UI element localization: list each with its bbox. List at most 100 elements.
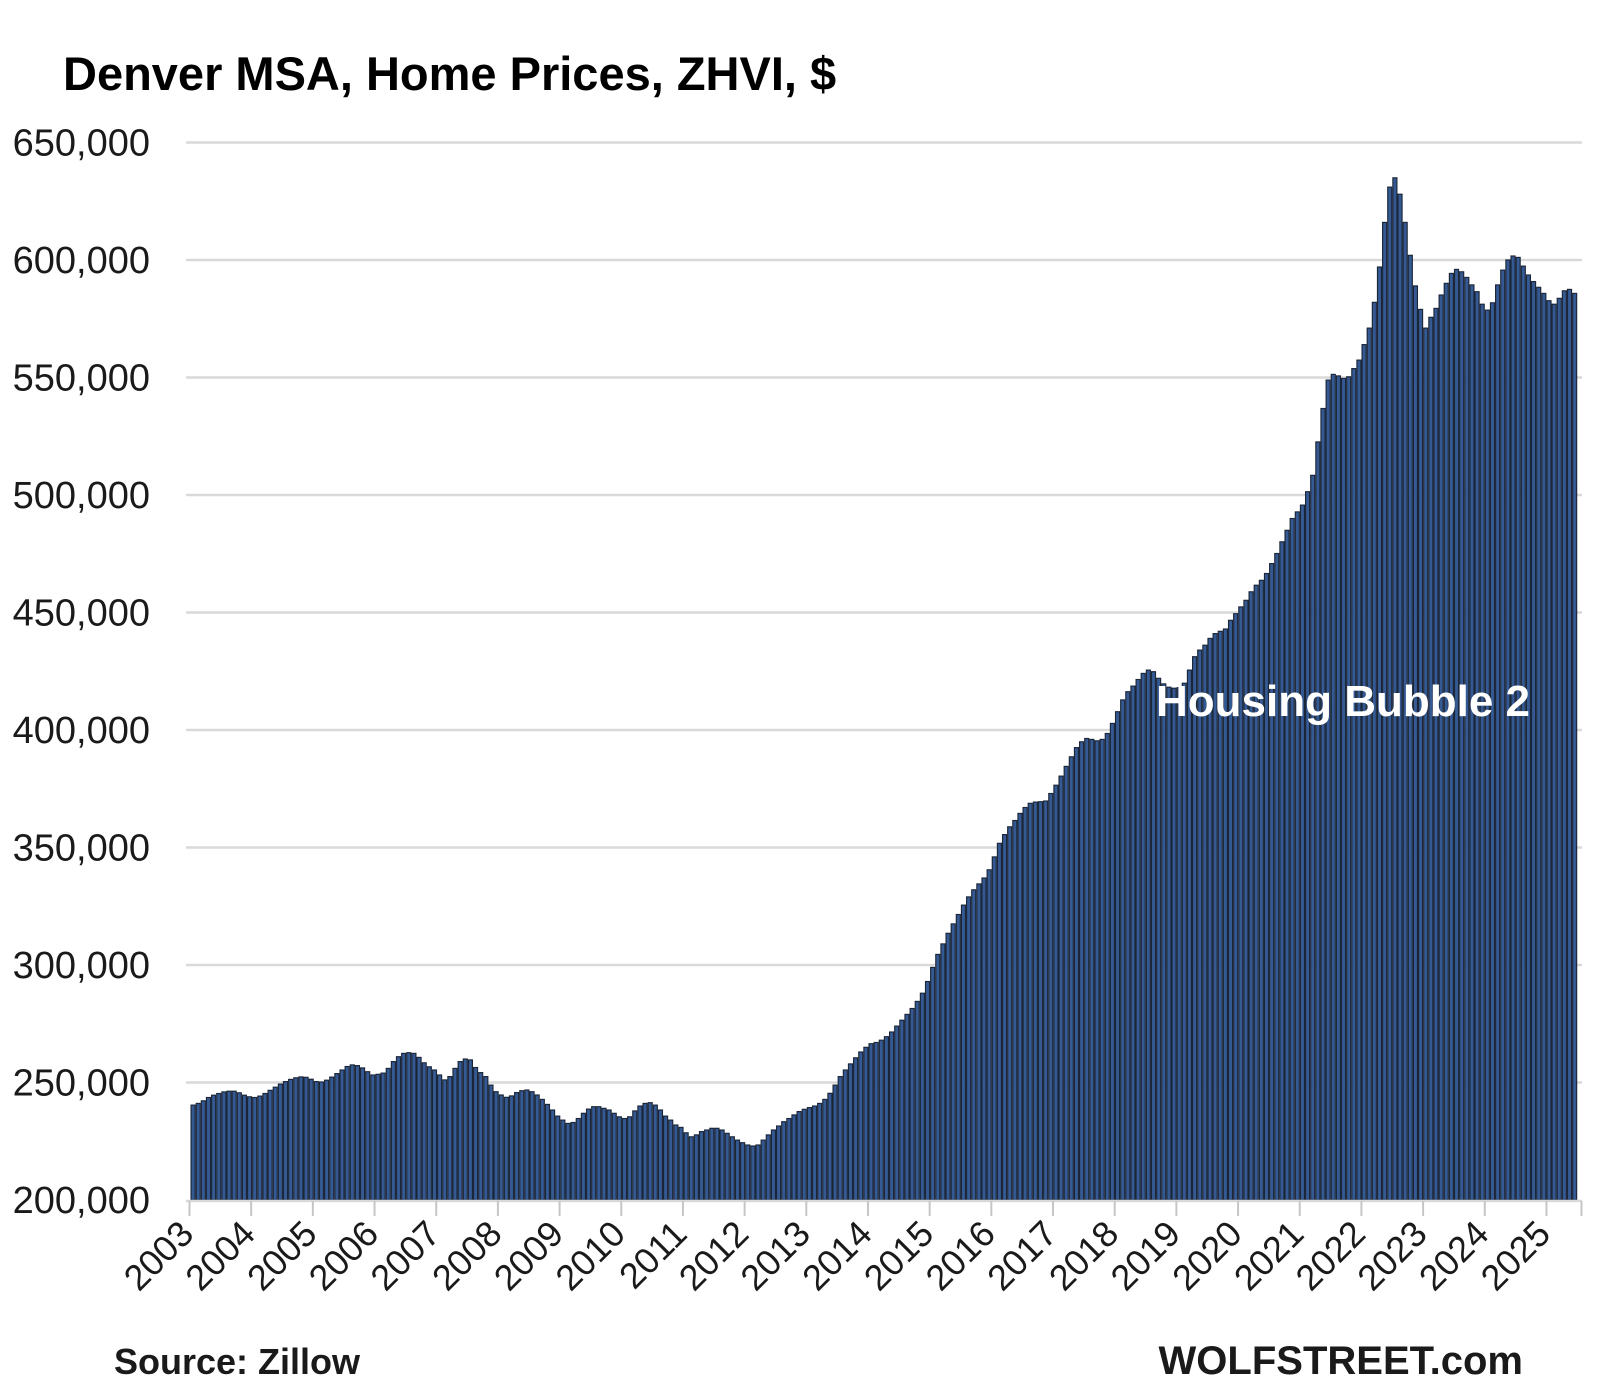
- wolfstreet-brand: WOLFSTREET.com: [1159, 1339, 1523, 1383]
- zhvi-month-bar: [1510, 255, 1516, 1201]
- year-label: 2018: [1041, 1213, 1127, 1299]
- zhvi-month-bar: [241, 1094, 248, 1201]
- year-label: 2015: [856, 1213, 942, 1299]
- source-credit: Source: Zillow: [114, 1341, 361, 1382]
- zhvi-month-bar: [1109, 722, 1116, 1201]
- zhvi-month-bar: [652, 1104, 658, 1201]
- zhvi-month-bar: [1048, 792, 1054, 1201]
- zhvi-month-bar: [1084, 737, 1090, 1201]
- zhvi-month-bar: [801, 1108, 807, 1201]
- year-label: 2016: [917, 1213, 1003, 1299]
- zhvi-month-bar: [1274, 552, 1280, 1201]
- zhvi-month-bar: [277, 1083, 283, 1201]
- zhvi-month-bar: [1320, 407, 1326, 1201]
- zhvi-month-bar: [503, 1096, 509, 1201]
- zhvi-month-bar: [1294, 511, 1300, 1201]
- zhvi-month-bar: [781, 1121, 787, 1201]
- zhvi-month-bar: [575, 1117, 581, 1201]
- zhvi-month-bar: [858, 1051, 864, 1201]
- zhvi-month-bar: [437, 1074, 443, 1201]
- zhvi-month-bar: [1330, 373, 1336, 1201]
- zhvi-month-bar: [1371, 301, 1377, 1201]
- zhvi-month-bar: [483, 1076, 489, 1201]
- zhvi-month-bar: [318, 1081, 325, 1201]
- zhvi-month-bar: [1156, 677, 1162, 1201]
- zhvi-month-bar: [996, 842, 1003, 1201]
- zhvi-month-bar: [406, 1052, 412, 1201]
- zhvi-month-bar: [745, 1144, 751, 1201]
- zhvi-month-bar: [462, 1058, 468, 1201]
- zhvi-month-bar: [688, 1136, 694, 1201]
- zhvi-month-bar: [847, 1063, 854, 1201]
- zhvi-month-bar: [637, 1105, 643, 1201]
- year-label: 2005: [239, 1213, 325, 1299]
- zhvi-month-bar: [472, 1066, 479, 1201]
- zhvi-month-bar: [555, 1115, 561, 1201]
- year-label: 2025: [1472, 1213, 1558, 1299]
- housing-bubble-annotation: Housing Bubble 2: [1156, 677, 1530, 726]
- zhvi-month-bar: [457, 1061, 463, 1201]
- zhvi-month-bar: [508, 1095, 515, 1201]
- zhvi-month-bar: [560, 1119, 566, 1201]
- zhvi-month-bar: [1135, 678, 1141, 1201]
- zhvi-month-bar: [591, 1106, 597, 1201]
- zhvi-month-bar: [1453, 268, 1460, 1201]
- zhvi-month-bar: [1181, 682, 1187, 1201]
- zhvi-month-bar: [698, 1131, 705, 1201]
- zhvi-month-bar: [426, 1066, 432, 1201]
- zhvi-month-bar: [1130, 685, 1136, 1201]
- zhvi-month-bar: [1551, 303, 1557, 1201]
- zhvi-month-bar: [1310, 474, 1316, 1201]
- zhvi-month-bar: [647, 1102, 653, 1201]
- zhvi-month-bar: [940, 943, 946, 1201]
- zhvi-month-bar: [1197, 649, 1203, 1201]
- y-tick-label: 300,000: [13, 945, 150, 987]
- zhvi-month-bar: [519, 1090, 525, 1201]
- zhvi-month-bar: [1572, 292, 1578, 1201]
- zhvi-month-bar: [282, 1081, 289, 1201]
- zhvi-month-bar: [673, 1124, 679, 1201]
- year-label: 2011: [611, 1213, 695, 1297]
- zhvi-month-bar: [842, 1069, 848, 1201]
- zhvi-month-bar: [370, 1074, 376, 1201]
- zhvi-month-bar: [1063, 765, 1069, 1201]
- zhvi-month-bar: [442, 1079, 448, 1201]
- year-label: 2023: [1349, 1213, 1435, 1299]
- zhvi-month-bar: [349, 1064, 355, 1201]
- year-label: 2003: [116, 1213, 202, 1299]
- zhvi-month-bar: [1304, 491, 1311, 1201]
- zhvi-month-bar: [1094, 740, 1100, 1201]
- zhvi-month-bar: [1022, 806, 1028, 1201]
- zhvi-month-bar: [395, 1056, 402, 1201]
- zhvi-month-bar: [1346, 376, 1352, 1201]
- zhvi-month-bar: [401, 1052, 407, 1201]
- zhvi-month-bar: [796, 1111, 802, 1201]
- zhvi-month-bar: [1007, 826, 1013, 1201]
- zhvi-month-bar: [1176, 687, 1182, 1201]
- zhvi-month-bar: [272, 1086, 278, 1201]
- year-label: 2009: [486, 1213, 572, 1299]
- year-label: 2012: [671, 1213, 757, 1299]
- y-tick-label: 350,000: [13, 828, 150, 870]
- zhvi-month-bar: [1412, 285, 1419, 1201]
- zhvi-month-bar: [308, 1078, 314, 1201]
- zhvi-month-bar: [1073, 747, 1080, 1201]
- zhvi-month-bar: [1407, 254, 1413, 1201]
- zhvi-month-bar: [806, 1107, 812, 1201]
- zhvi-month-bar: [883, 1036, 890, 1201]
- zhvi-month-bar: [1140, 672, 1146, 1201]
- zhvi-month-bar: [1340, 377, 1347, 1201]
- zhvi-month-bar: [822, 1098, 828, 1201]
- zhvi-month-bar: [1099, 738, 1105, 1201]
- zhvi-month-bar: [257, 1095, 263, 1201]
- zhvi-month-bar: [1032, 801, 1038, 1201]
- zhvi-month-bar: [1125, 691, 1131, 1201]
- zhvi-month-bar: [971, 889, 977, 1201]
- zhvi-month-bar: [1433, 307, 1439, 1201]
- zhvi-month-bar: [375, 1073, 381, 1201]
- zhvi-month-bar: [878, 1039, 884, 1201]
- zhvi-month-bar: [827, 1092, 833, 1201]
- zhvi-month-bar: [390, 1061, 396, 1201]
- zhvi-month-bar: [1495, 284, 1501, 1201]
- zhvi-month-bar: [863, 1046, 869, 1201]
